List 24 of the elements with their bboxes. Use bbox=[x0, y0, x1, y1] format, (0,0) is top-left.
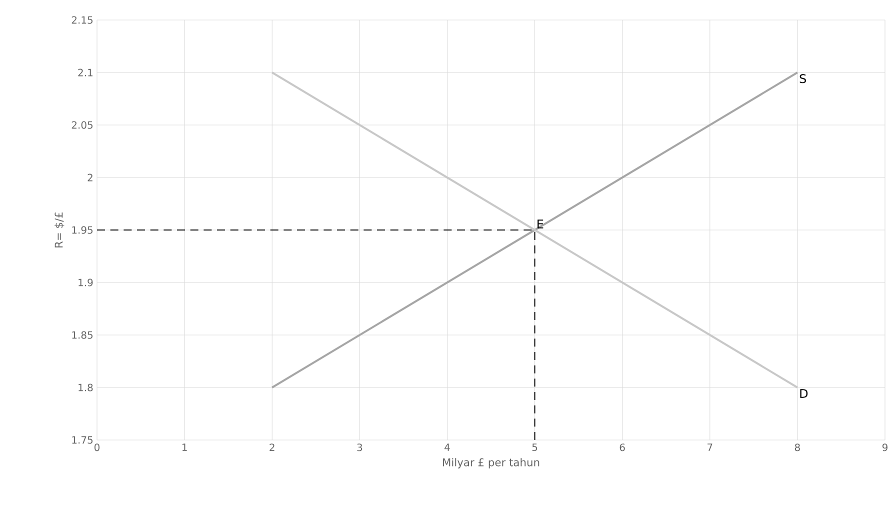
x-tick-label: 4 bbox=[444, 444, 450, 451]
y-tick-label: 1.8 bbox=[78, 384, 93, 392]
x-tick-label: 2 bbox=[270, 444, 274, 452]
x-tick-label: 9 bbox=[882, 444, 888, 452]
y-tick-label: 1.9 bbox=[78, 278, 93, 286]
series-label: D bbox=[800, 389, 808, 398]
y-tick-label: 1.95 bbox=[72, 226, 93, 234]
x-tick-label: 0 bbox=[94, 444, 100, 452]
y-tick-label: 2 bbox=[88, 174, 92, 182]
y-tick-label: 1.85 bbox=[72, 331, 93, 339]
y-axis-title: R= $/£ bbox=[54, 212, 64, 248]
x-axis-title: Milyar £ per tahun bbox=[443, 458, 540, 468]
x-tick-label: 8 bbox=[794, 444, 800, 452]
y-tick-label: 2.15 bbox=[72, 16, 93, 24]
annotation: E bbox=[538, 220, 544, 228]
y-tick-label: 2.1 bbox=[78, 68, 92, 76]
x-tick-label: 7 bbox=[708, 444, 712, 451]
x-tick-label: 3 bbox=[357, 444, 362, 452]
series-label: S bbox=[800, 74, 806, 84]
x-tick-label: 6 bbox=[620, 444, 625, 452]
x-tick-label: 1 bbox=[182, 444, 187, 451]
y-tick-label: 1.75 bbox=[72, 436, 93, 444]
y-tick-label: 2.05 bbox=[72, 121, 93, 129]
x-tick-label: 5 bbox=[532, 444, 538, 452]
